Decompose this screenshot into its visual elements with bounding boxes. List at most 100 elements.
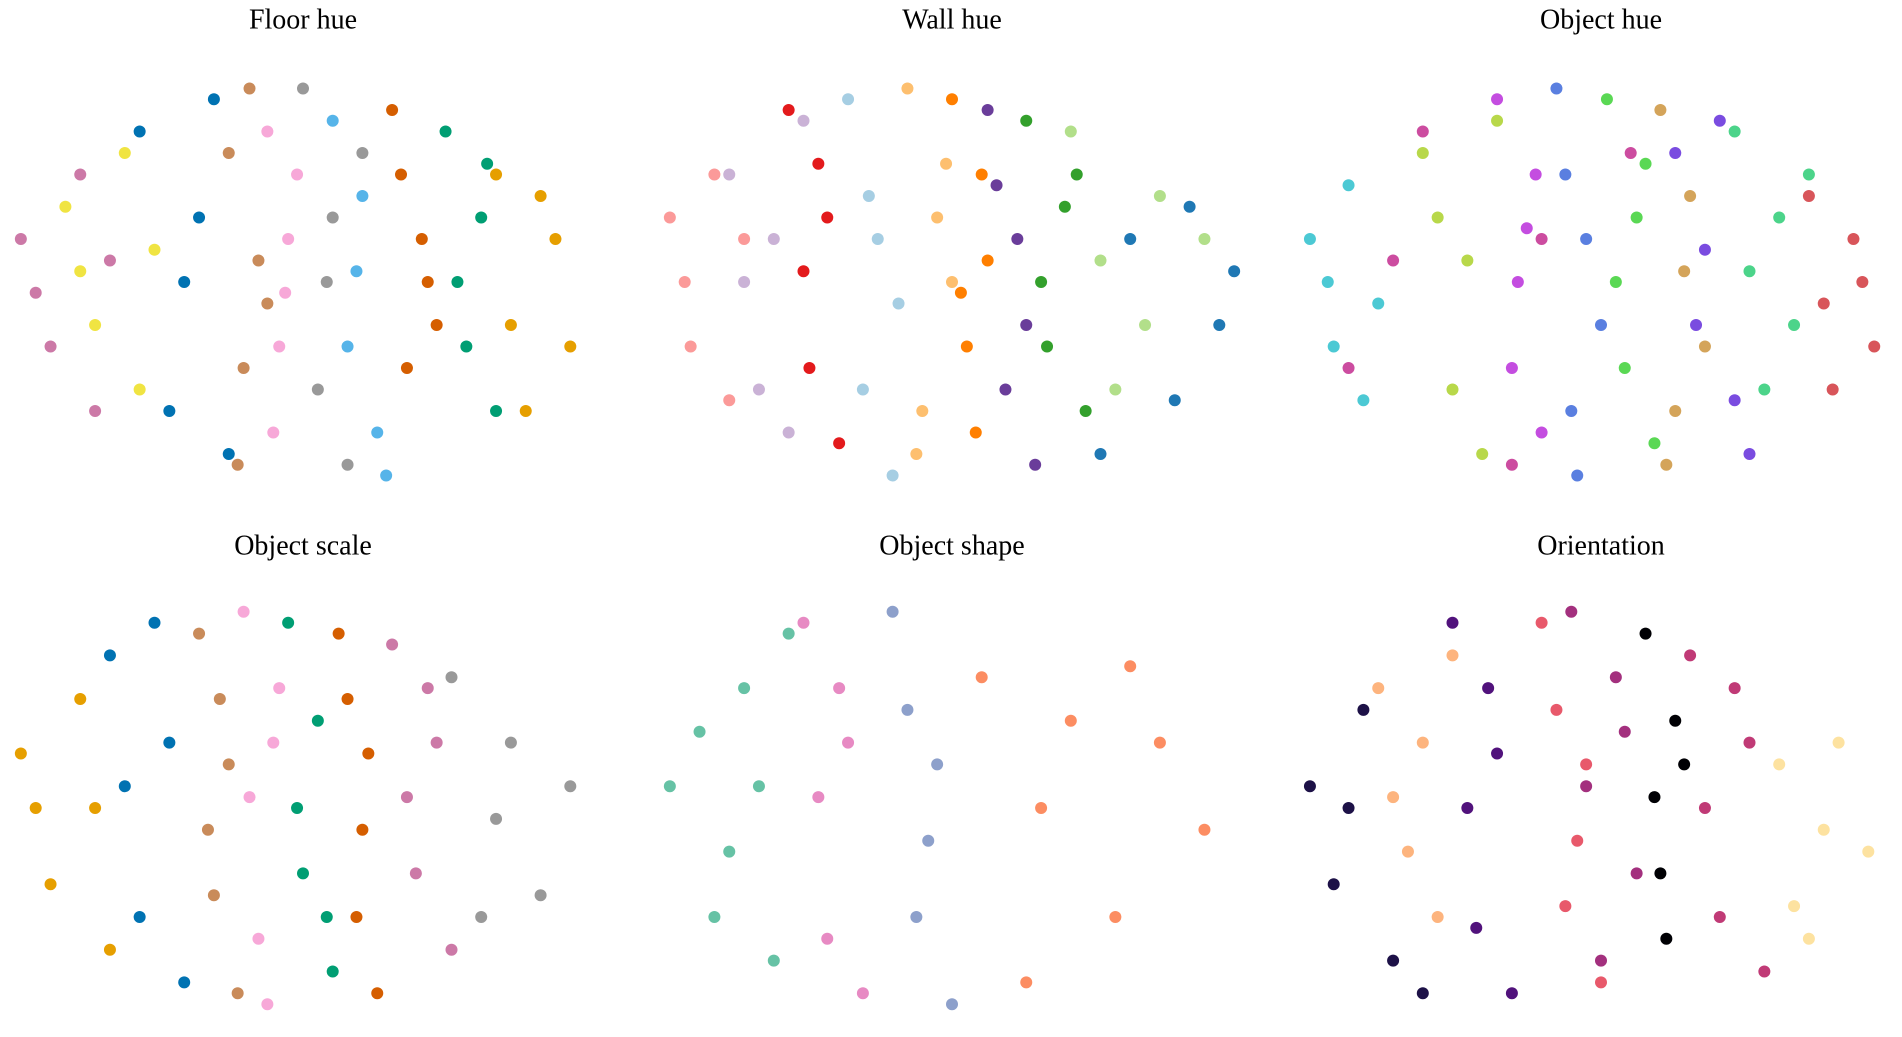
scatter-point (862, 190, 875, 202)
scatter-point (1491, 114, 1504, 127)
scatter-point (1482, 682, 1495, 695)
scatter-point (981, 104, 994, 116)
scatter-point (1826, 383, 1839, 396)
scatter-point (738, 682, 751, 695)
scatter-point (1387, 954, 1400, 967)
scatter-point (833, 437, 846, 450)
scatter-point (1470, 921, 1483, 934)
scatter-point (326, 965, 339, 978)
scatter-point (1639, 157, 1652, 170)
scatter-point (534, 190, 547, 202)
scatter-point (708, 168, 721, 181)
scatter-point (14, 747, 27, 760)
scatter-point (723, 845, 736, 858)
scatter-point (89, 405, 102, 417)
scatter-point (1580, 780, 1593, 793)
scatter-point (782, 627, 795, 640)
scatter-point (1505, 362, 1518, 374)
scatter-point (990, 179, 1003, 192)
scatter-point (663, 211, 676, 224)
scatter-point (1020, 114, 1033, 127)
scatter-point (684, 340, 697, 353)
scatter-point (1817, 823, 1830, 836)
scatter-point (1183, 200, 1196, 213)
scatter-point (1773, 211, 1786, 224)
scatter-point (1758, 965, 1771, 978)
scatter-point (1168, 394, 1181, 407)
scatter-point (297, 867, 309, 880)
scatter-point (549, 233, 562, 245)
scatter-point (1639, 627, 1652, 640)
scatter-point (222, 147, 235, 159)
scatter-point (439, 125, 452, 138)
scatter-point (380, 469, 393, 482)
scatter-point (1788, 900, 1801, 913)
scatter-point (999, 383, 1012, 396)
scatter-point (133, 911, 146, 923)
scatter-point (103, 943, 116, 956)
scatter-point (1758, 383, 1771, 396)
scatter-point (1357, 394, 1370, 407)
scatter-point (975, 671, 988, 684)
scatter-point (797, 114, 810, 127)
scatter-point (1303, 780, 1316, 793)
scatter-point (1431, 911, 1444, 923)
scatter-point (118, 780, 131, 793)
scatter-point (693, 725, 706, 738)
scatter-point (231, 987, 244, 1000)
scatter-point (1698, 340, 1711, 353)
scatter-point (1630, 211, 1643, 224)
scatter-point (207, 93, 220, 106)
scatter-point (261, 297, 274, 310)
scatter-point (44, 340, 57, 353)
scatter-point (1491, 747, 1504, 760)
scatter-point (1124, 660, 1137, 673)
scatter-point (1595, 954, 1607, 967)
scatter-point (1862, 845, 1875, 858)
scatter-point (341, 340, 354, 353)
scatter-point (273, 682, 286, 695)
scatter-point (490, 168, 503, 181)
scatter-point (237, 362, 250, 374)
panel-title: Object shape (879, 530, 1024, 561)
scatter-point (1571, 834, 1584, 847)
panel-title: Object scale (234, 530, 372, 561)
scatter-point (1550, 82, 1563, 95)
scatter-point (1446, 649, 1459, 662)
panel-title: Orientation (1537, 530, 1665, 561)
scatter-point (1728, 125, 1741, 138)
scatter-point (1565, 605, 1578, 618)
scatter-point (1109, 911, 1122, 923)
scatter-point (267, 736, 280, 749)
scatter-point (415, 233, 428, 245)
scatter-point (395, 168, 408, 181)
panel: Object shape (663, 530, 1211, 1011)
scatter-point (1728, 682, 1741, 695)
scatter-point (400, 362, 413, 374)
scatter-point (1372, 682, 1385, 695)
scatter-point (821, 932, 834, 945)
scatter-point (261, 125, 274, 138)
scatter-point (1654, 104, 1667, 116)
scatter-point (1342, 362, 1355, 374)
scatter-point (148, 243, 161, 256)
scatter-point (1595, 319, 1607, 331)
panel: Orientation (1303, 530, 1875, 1000)
scatter-point (1228, 265, 1241, 278)
scatter-point (1064, 125, 1077, 138)
scatter-point (421, 276, 434, 288)
scatter-point (409, 867, 422, 880)
scatter-point (1446, 383, 1459, 396)
scatter-point (940, 157, 953, 170)
scatter-point (1416, 125, 1429, 138)
scatter-point (931, 211, 944, 224)
scatter-point (1357, 703, 1370, 716)
scatter-point (1387, 254, 1400, 267)
scatter-point (475, 211, 488, 224)
scatter-point (1580, 233, 1593, 245)
scatter-point (133, 383, 146, 396)
scatter-point (723, 168, 736, 181)
scatter-point (1618, 725, 1631, 738)
scatter-point (1743, 736, 1756, 749)
scatter-point (133, 125, 146, 138)
